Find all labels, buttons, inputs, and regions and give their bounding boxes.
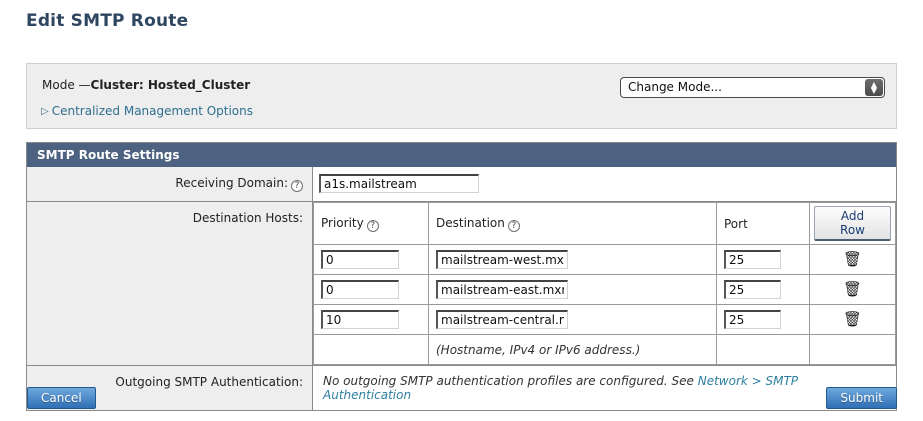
hint-spacer-cell <box>809 334 896 365</box>
port-input[interactable] <box>724 250 781 269</box>
receiving-domain-input[interactable] <box>319 174 479 193</box>
column-header-actions: Add Row <box>809 202 896 245</box>
receiving-domain-label-cell: Receiving Domain:? <box>27 167 313 202</box>
priority-input[interactable] <box>321 250 399 269</box>
centralized-management-options-link[interactable]: Centralized Management Options <box>51 104 254 118</box>
table-row: 🗑 <box>313 304 896 335</box>
hosts-hint-row: (Hostname, IPv4 or IPv6 address.) <box>313 334 896 365</box>
destination-input[interactable] <box>436 280 568 299</box>
outgoing-auth-note: No outgoing SMTP authentication profiles… <box>313 366 896 410</box>
destination-cell <box>428 244 717 275</box>
help-icon[interactable]: ? <box>507 219 520 232</box>
column-header-destination: Destination? <box>428 202 717 245</box>
destination-hosts-table: Priority? Destination? Port Add Row <box>313 202 896 365</box>
priority-input[interactable] <box>321 280 399 299</box>
port-header-label: Port <box>724 216 748 231</box>
port-input[interactable] <box>724 280 781 299</box>
centralized-management-row[interactable]: ▷ Centralized Management Options <box>41 104 253 118</box>
actions-cell: 🗑 <box>809 274 896 305</box>
port-cell <box>716 304 810 335</box>
receiving-domain-label: Receiving Domain: <box>175 176 288 190</box>
destination-header-label: Destination <box>436 215 505 230</box>
delete-row-icon[interactable]: 🗑 <box>842 310 863 328</box>
mode-line: Mode —Cluster: Hosted_Cluster <box>42 78 250 92</box>
destination-hosts-label: Destination Hosts: <box>192 211 303 225</box>
port-cell <box>716 274 810 305</box>
destination-input[interactable] <box>436 250 568 269</box>
receiving-domain-row: Receiving Domain:? <box>27 167 896 202</box>
destination-input[interactable] <box>436 310 568 329</box>
destination-cell <box>428 304 717 335</box>
settings-table: Receiving Domain:? Destination Hosts: Pr… <box>27 167 896 410</box>
mode-prefix-label: Mode — <box>42 78 91 92</box>
mode-panel: Mode —Cluster: Hosted_Cluster ▷ Centraliz… <box>26 63 897 129</box>
expand-triangle-icon[interactable]: ▷ <box>41 106 49 117</box>
hint-cell: (Hostname, IPv4 or IPv6 address.) <box>428 334 717 365</box>
actions-cell: 🗑 <box>809 304 896 335</box>
chevron-updown-icon[interactable]: ▲ ▼ <box>865 79 883 96</box>
priority-cell <box>313 274 429 305</box>
column-header-priority: Priority? <box>313 202 429 245</box>
outgoing-auth-value-cell: No outgoing SMTP authentication profiles… <box>312 365 896 410</box>
column-header-port: Port <box>716 202 810 245</box>
destination-hosts-value-cell: Priority? Destination? Port Add Row <box>312 201 896 366</box>
add-row-button[interactable]: Add Row <box>814 206 891 241</box>
delete-row-icon[interactable]: 🗑 <box>842 250 863 268</box>
port-cell <box>716 244 810 275</box>
change-mode-selected-value: Change Mode... <box>628 80 722 94</box>
table-row: 🗑 <box>313 274 896 305</box>
priority-input[interactable] <box>321 310 399 329</box>
smtp-route-settings-panel: SMTP Route Settings Receiving Domain:? D… <box>26 142 897 411</box>
delete-row-icon[interactable]: 🗑 <box>842 280 863 298</box>
outgoing-auth-text: No outgoing SMTP authentication profiles… <box>323 374 698 388</box>
priority-cell <box>313 244 429 275</box>
table-row: 🗑 <box>313 244 896 275</box>
help-icon[interactable]: ? <box>291 180 303 192</box>
actions-cell: 🗑 <box>809 244 896 275</box>
destination-cell <box>428 274 717 305</box>
page-title: Edit SMTP Route <box>26 11 189 31</box>
smtp-authentication-link[interactable]: Network > SMTP Authentication <box>323 374 799 402</box>
change-mode-select[interactable]: Change Mode... ▲ ▼ <box>620 77 885 98</box>
help-icon[interactable]: ? <box>366 219 379 232</box>
hint-spacer-cell <box>716 334 810 365</box>
priority-cell <box>313 304 429 335</box>
section-header: SMTP Route Settings <box>27 143 896 167</box>
destination-hosts-label-cell: Destination Hosts: <box>27 201 313 366</box>
outgoing-auth-label: Outgoing SMTP Authentication: <box>115 375 303 389</box>
receiving-domain-value-cell <box>312 167 896 202</box>
port-input[interactable] <box>724 310 781 329</box>
destination-hint-text: (Hostname, IPv4 or IPv6 address.) <box>436 342 641 357</box>
hosts-header-row: Priority? Destination? Port Add Row <box>313 202 896 245</box>
hint-spacer-cell <box>313 334 429 365</box>
cancel-button[interactable]: Cancel <box>27 387 96 409</box>
submit-button[interactable]: Submit <box>826 387 897 409</box>
destination-hosts-row: Destination Hosts: Priority? Destination… <box>27 201 896 366</box>
mode-value: Cluster: Hosted_Cluster <box>90 78 251 92</box>
outgoing-auth-row: Outgoing SMTP Authentication: No outgoin… <box>27 365 896 410</box>
priority-header-label: Priority <box>321 215 364 230</box>
